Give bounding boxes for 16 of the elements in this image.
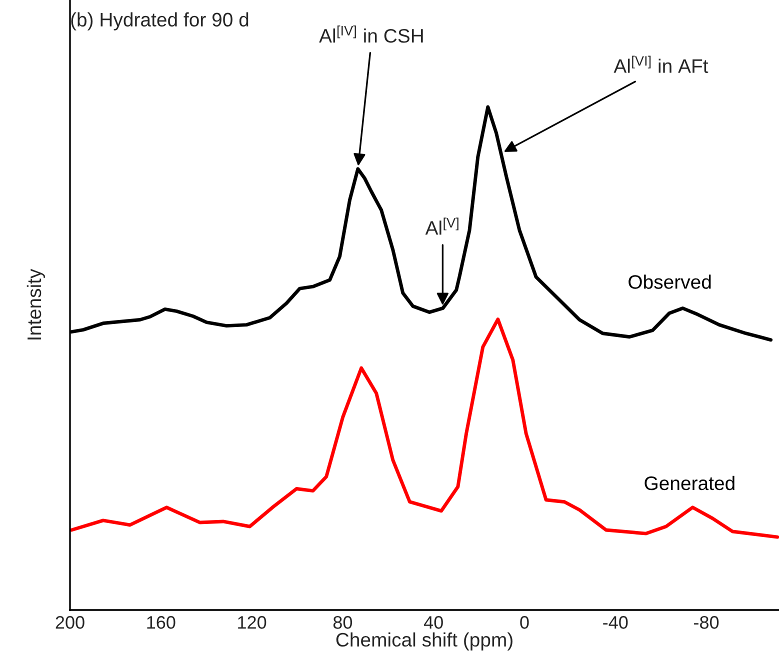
annotation: Al$^{[V]}$ <box>425 218 458 235</box>
annotation: Al$^{[IV]}$ in CSH <box>319 26 423 43</box>
series-label: Generated <box>644 476 734 490</box>
x-tick-label: 120 <box>238 616 266 629</box>
x-tick-label: -40 <box>603 616 628 629</box>
x-tick-label: 80 <box>333 616 352 629</box>
x-tick-label: 200 <box>56 616 84 629</box>
series-label: Observed <box>628 274 711 289</box>
y-axis-title: Intensity <box>26 268 45 340</box>
x-tick-label: -80 <box>694 616 719 629</box>
x-tick-label: 40 <box>424 616 443 629</box>
chart-title: (b) Hydrated for 90 d <box>71 12 248 30</box>
x-tick-label: 0 <box>520 616 529 629</box>
x-tick-label: 160 <box>147 616 176 629</box>
x-axis-title: Chemical shift (ppm) <box>336 632 512 651</box>
annotation: Al$^{[VI]}$ in AFt <box>614 56 708 73</box>
